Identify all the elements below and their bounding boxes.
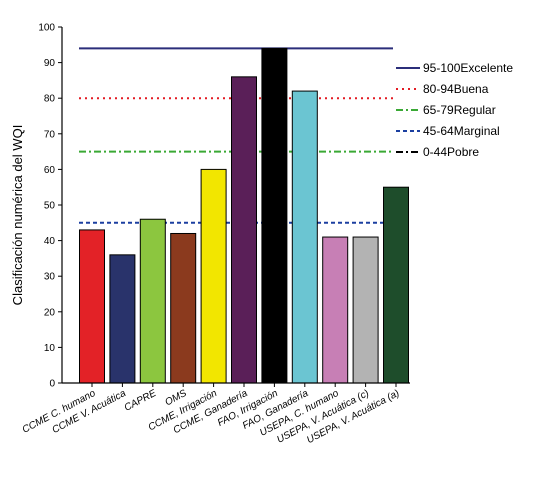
bar — [261, 47, 288, 384]
y-tick-label: 80 — [44, 94, 56, 105]
legend: 95-100Excelente 80-94Buena 65-79Regular 45-… — [396, 61, 513, 159]
bar — [352, 236, 379, 384]
y-tick-label: 90 — [44, 58, 56, 69]
legend-label: 95-100Excelente — [423, 61, 513, 75]
y-axis-label: Clasificación numérica del WQI — [10, 125, 25, 306]
bar — [109, 254, 136, 384]
y-tick-label: 60 — [44, 165, 56, 176]
y-tick-label: 10 — [44, 343, 56, 354]
bar — [383, 186, 409, 384]
y-ticks: 0 10 20 30 40 50 60 70 80 90 100 — [38, 23, 397, 390]
bar — [139, 218, 166, 384]
bar — [79, 229, 105, 384]
bar — [322, 236, 349, 384]
y-tick-label: 40 — [44, 236, 56, 247]
bar — [200, 168, 227, 384]
y-tick-label: 20 — [44, 307, 56, 318]
y-tick-label: 70 — [44, 129, 56, 140]
legend-label: 65-79Regular — [423, 103, 496, 117]
y-tick-label: 100 — [38, 23, 55, 34]
y-tick-label: 30 — [44, 272, 56, 283]
bars — [79, 47, 409, 384]
legend-label: 80-94Buena — [423, 82, 489, 96]
bar — [170, 232, 197, 384]
y-tick-label: 0 — [49, 379, 55, 390]
y-tick-label: 50 — [44, 201, 56, 212]
legend-label: 0-44Pobre — [423, 145, 479, 159]
bar — [231, 76, 257, 384]
x-tick-label: CAPRE — [123, 388, 159, 414]
bar — [291, 90, 318, 384]
legend-label: 45-64Marginal — [423, 124, 500, 138]
